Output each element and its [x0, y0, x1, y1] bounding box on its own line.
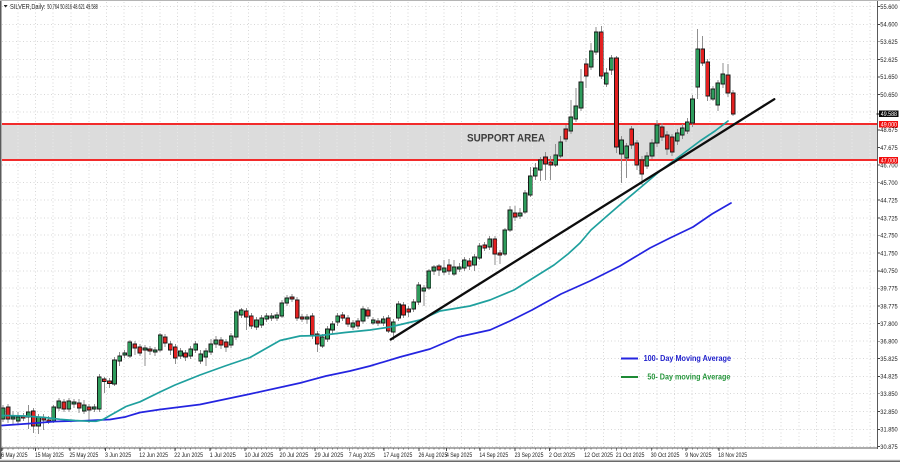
svg-text:35.825: 35.825 [880, 356, 898, 363]
svg-text:40.750: 40.750 [880, 268, 898, 275]
svg-text:18 Nov 2025: 18 Nov 2025 [718, 452, 747, 459]
svg-text:41.750: 41.750 [880, 251, 898, 258]
svg-text:38.775: 38.775 [880, 303, 898, 310]
svg-text:23 Sep 2025: 23 Sep 2025 [515, 452, 544, 459]
svg-text:32.850: 32.850 [880, 409, 898, 416]
svg-text:12 Jun 2025: 12 Jun 2025 [139, 452, 168, 459]
svg-text:47.000: 47.000 [881, 157, 897, 164]
svg-text:39.775: 39.775 [880, 286, 898, 293]
svg-text:26 Aug 2025: 26 Aug 2025 [419, 452, 448, 459]
svg-text:47.675: 47.675 [880, 145, 898, 152]
svg-text:33.850: 33.850 [880, 391, 898, 398]
svg-text:21 Oct 2025: 21 Oct 2025 [616, 452, 645, 459]
svg-text:22 Jun 2025: 22 Jun 2025 [174, 452, 203, 459]
svg-text:52.625: 52.625 [880, 57, 898, 64]
svg-text:50- Day moving Average: 50- Day moving Average [647, 372, 730, 382]
svg-text:15 May 2025: 15 May 2025 [35, 452, 64, 459]
svg-text:6 May 2025: 6 May 2025 [1, 452, 27, 459]
svg-text:25 May 2025: 25 May 2025 [70, 452, 99, 459]
svg-text:34.825: 34.825 [880, 374, 898, 381]
svg-text:48.675: 48.675 [880, 127, 898, 134]
svg-text:20 Jul 2025: 20 Jul 2025 [280, 452, 309, 459]
svg-text:1 Jul 2025: 1 Jul 2025 [210, 452, 236, 459]
svg-text:50.764 50.816 48.621 49.588: 50.764 50.816 48.621 49.588 [47, 4, 98, 11]
svg-text:17 Aug 2025: 17 Aug 2025 [384, 452, 413, 459]
svg-text:49.588: 49.588 [881, 111, 897, 118]
svg-text:42.750: 42.750 [880, 233, 898, 240]
svg-text:SUPPORT AREA: SUPPORT AREA [467, 133, 545, 145]
svg-text:49.000: 49.000 [881, 121, 897, 128]
svg-text:4 Sep 2025: 4 Sep 2025 [446, 452, 472, 459]
svg-text:29 Jul 2025: 29 Jul 2025 [315, 452, 344, 459]
svg-text:37.800: 37.800 [880, 321, 898, 328]
svg-text:50.650: 50.650 [880, 92, 898, 99]
svg-text:44.725: 44.725 [880, 198, 898, 205]
svg-text:55.600: 55.600 [880, 4, 898, 11]
svg-text:7 Aug 2025: 7 Aug 2025 [349, 452, 375, 459]
svg-text:100- Day Moving Average: 100- Day Moving Average [644, 353, 732, 363]
svg-text:36.800: 36.800 [880, 339, 898, 346]
svg-text:53.625: 53.625 [880, 39, 898, 46]
svg-text:9 Nov 2025: 9 Nov 2025 [685, 452, 711, 459]
svg-text:30.875: 30.875 [880, 444, 898, 451]
svg-text:14 Sep 2025: 14 Sep 2025 [479, 452, 508, 459]
svg-text:45.700: 45.700 [880, 180, 898, 187]
svg-text:43.725: 43.725 [880, 215, 898, 222]
svg-text:54.600: 54.600 [880, 22, 898, 29]
svg-text:10 Jul 2025: 10 Jul 2025 [245, 452, 274, 459]
svg-text:30 Oct 2025: 30 Oct 2025 [651, 452, 680, 459]
svg-text:3 Jun 2025: 3 Jun 2025 [105, 452, 131, 459]
svg-text:51.650: 51.650 [880, 74, 898, 81]
svg-text:2 Oct 2025: 2 Oct 2025 [549, 452, 575, 459]
svg-text:46.700: 46.700 [880, 162, 898, 169]
svg-text:12 Oct 2025: 12 Oct 2025 [584, 452, 613, 459]
svg-text:31.850: 31.850 [880, 427, 898, 434]
svg-text:SILVER,Daily:: SILVER,Daily: [10, 4, 46, 11]
